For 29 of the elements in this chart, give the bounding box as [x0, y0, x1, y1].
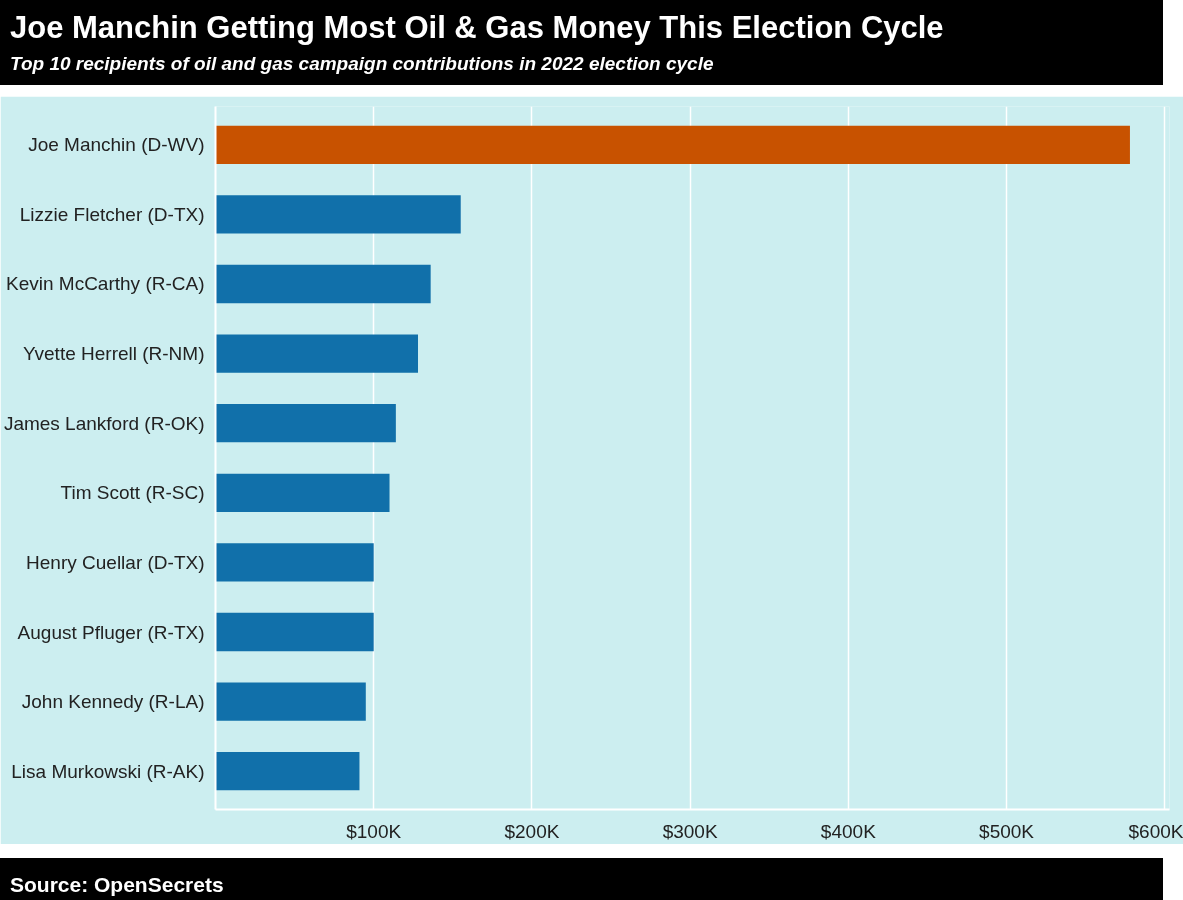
source-note: Source: OpenSecrets: [0, 858, 1163, 900]
y-tick-label: Lizzie Fletcher (D-TX): [19, 203, 205, 225]
bar: [215, 195, 461, 234]
y-tick-label: Joe Manchin (D-WV): [28, 134, 205, 156]
y-tick-label: August Pfluger (R-TX): [17, 621, 205, 643]
x-tick-label: $500K: [979, 820, 1035, 842]
x-tick-label: $600K: [1128, 820, 1183, 842]
y-tick-label: Lisa Murkowski (R-AK): [11, 760, 205, 782]
y-tick-label: Tim Scott (R-SC): [60, 482, 205, 504]
bar: [215, 125, 1130, 164]
bar: [215, 752, 360, 791]
y-tick-label: John Kennedy (R-LA): [21, 691, 205, 713]
bar: [215, 612, 374, 652]
bar: [215, 264, 431, 304]
y-tick-label: Yvette Herrell (R-NM): [22, 343, 205, 365]
bar: [215, 543, 374, 582]
chart-title: Joe Manchin Getting Most Oil & Gas Money This Election Cycle: [10, 9, 945, 47]
x-tick-label: $200K: [504, 820, 560, 842]
y-tick-label: Henry Cuellar (D-TX): [26, 551, 205, 573]
bar: [215, 334, 419, 373]
y-tick-label: Kevin McCarthy (R-CA): [6, 273, 205, 295]
x-tick-label: $400K: [820, 820, 877, 842]
bar: [215, 682, 366, 721]
bar: [215, 473, 390, 512]
y-tick-label: James Lankford (R-OK): [3, 412, 205, 434]
chart-subtitle: Top 10 recipients of oil and gas campaign contributions in 2022 election cycle: [10, 52, 715, 77]
x-tick-label: $300K: [662, 820, 718, 842]
x-tick-label: $100K: [346, 820, 402, 842]
bar: [215, 404, 396, 443]
